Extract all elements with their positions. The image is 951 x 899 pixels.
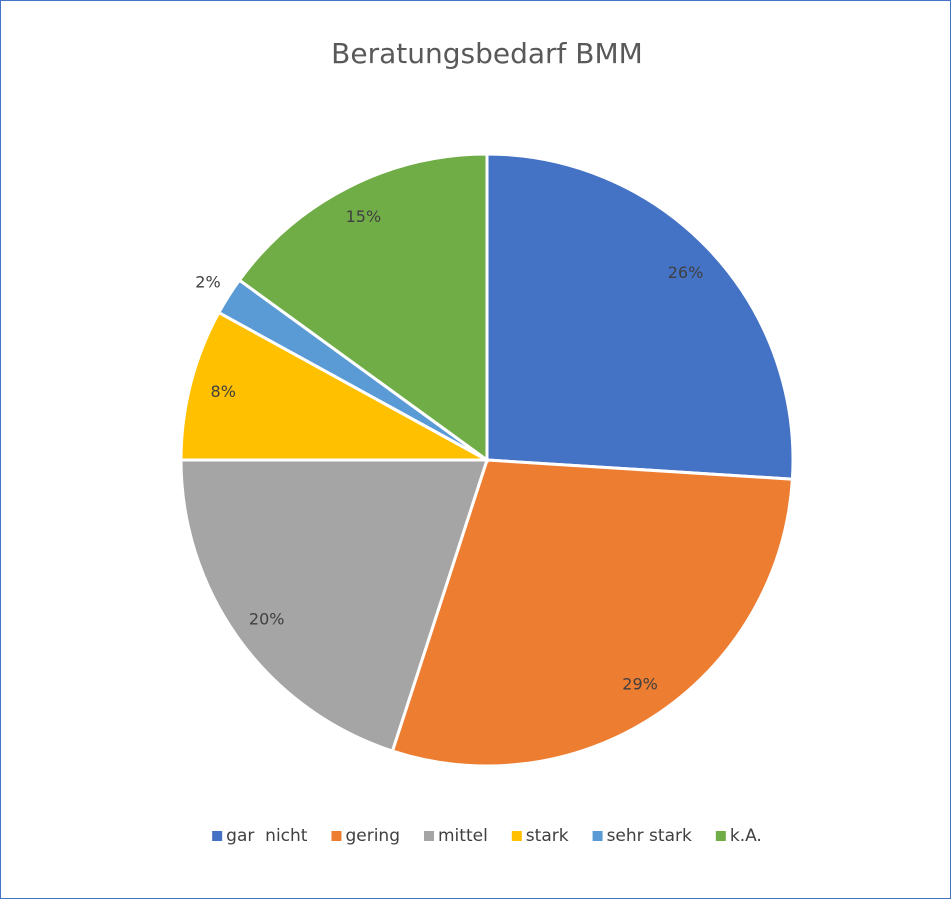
data-label: 26% bbox=[668, 263, 704, 282]
legend-swatch bbox=[212, 831, 223, 841]
pie-slice bbox=[179, 310, 488, 462]
legend-label: gar nicht bbox=[226, 826, 308, 846]
legend-swatch bbox=[424, 831, 434, 841]
legend-swatch bbox=[715, 831, 726, 841]
legend-swatch bbox=[331, 831, 342, 841]
data-label: 8% bbox=[211, 382, 236, 401]
data-label: 29% bbox=[622, 675, 658, 694]
legend-label: gering bbox=[345, 826, 400, 846]
legend-label: stark bbox=[526, 826, 569, 846]
pie-slice bbox=[237, 152, 489, 463]
legend-swatch bbox=[511, 831, 522, 841]
pie-slice bbox=[390, 458, 794, 768]
legend-swatch bbox=[592, 831, 603, 841]
legend-label: mittel bbox=[438, 826, 488, 846]
chart-title: Beratungsbedarf BMM bbox=[331, 37, 643, 70]
pie-slice bbox=[179, 458, 490, 753]
data-label: 15% bbox=[346, 207, 382, 226]
data-label: 20% bbox=[249, 610, 285, 629]
pie-slice bbox=[485, 152, 795, 481]
legend-label: k.A. bbox=[730, 826, 762, 846]
legend-label: sehr stark bbox=[607, 826, 692, 846]
data-label: 2% bbox=[195, 272, 220, 291]
